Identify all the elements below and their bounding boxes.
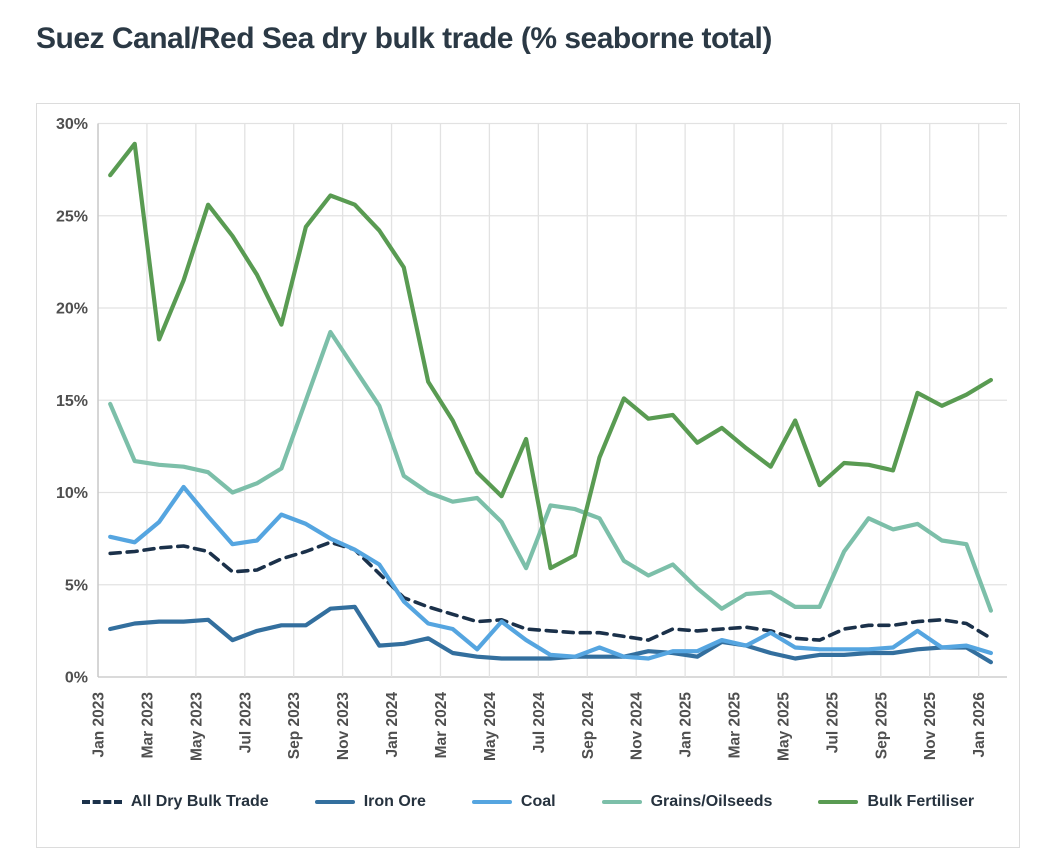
legend-label: Iron Ore <box>363 793 426 810</box>
legend-label: Coal <box>520 793 556 810</box>
x-axis-tick-label: May 2023 <box>188 692 205 761</box>
y-axis-tick-label: 15% <box>56 393 88 410</box>
legend-line-sample-icon <box>314 800 355 804</box>
y-axis-tick-label: 25% <box>56 208 88 225</box>
legend-label: Grains/Oilseeds <box>650 793 773 810</box>
series-line-grains-oilseeds <box>108 329 994 613</box>
legend-line-sample-icon <box>818 800 859 804</box>
y-axis-tick-label: 5% <box>65 577 88 594</box>
x-axis-tick-label: Sep 2024 <box>580 692 597 760</box>
legend-label: Bulk Fertiliser <box>867 793 975 810</box>
legend-label: All Dry Bulk Trade <box>130 793 269 810</box>
x-axis-tick-label: Nov 2023 <box>335 692 352 760</box>
x-axis-tick-label: Sep 2023 <box>286 692 303 760</box>
x-axis-tick-label: Nov 2024 <box>629 692 646 760</box>
legend-item-coal: Coal <box>471 793 556 811</box>
x-axis-tick-label: May 2025 <box>775 692 792 761</box>
x-axis-tick-label: Mar 2024 <box>433 692 450 759</box>
legend-item-all-dry-bulk-trade: All Dry Bulk Trade <box>81 793 269 811</box>
chart-legend: All Dry Bulk Trade Iron Ore Coal Grains/Oil… <box>40 793 1016 811</box>
x-axis-tick-label: Mar 2023 <box>139 692 156 759</box>
x-axis-tick-label: Nov 2025 <box>922 692 939 760</box>
legend-item-grains-oilseeds: Grains/Oilseeds <box>601 793 773 811</box>
x-axis-tick-label: May 2024 <box>482 692 499 761</box>
x-axis-tick-label: Sep 2025 <box>873 692 890 760</box>
legend-line-sample-icon <box>81 800 122 804</box>
y-axis-tick-label: 10% <box>56 485 88 502</box>
legend-item-iron-ore: Iron Ore <box>314 793 426 811</box>
chart-title: Suez Canal/Red Sea dry bulk trade (% sea… <box>36 22 772 55</box>
y-axis-tick-label: 20% <box>56 301 88 318</box>
y-axis-tick-label: 30% <box>56 116 88 133</box>
legend-line-sample-icon <box>601 800 642 804</box>
series-line-coal <box>108 484 994 661</box>
x-axis-tick-label: Jan 2023 <box>91 692 108 758</box>
legend-item-bulk-fertiliser: Bulk Fertiliser <box>818 793 974 811</box>
x-axis-tick-label: Jul 2025 <box>824 692 841 754</box>
series-line-iron-ore <box>108 604 994 665</box>
series-line-bulk-fertiliser <box>108 141 994 571</box>
x-axis-tick-label: Mar 2025 <box>727 692 744 759</box>
x-axis-tick-label: Jan 2026 <box>971 692 988 758</box>
x-axis-tick-label: Jul 2024 <box>531 692 548 754</box>
x-axis-tick-label: Jan 2024 <box>384 692 401 758</box>
y-axis-tick-label: 0% <box>65 670 88 687</box>
x-axis-tick-label: Jul 2023 <box>237 692 254 754</box>
legend-line-sample-icon <box>471 800 512 804</box>
x-axis-tick-label: Jan 2025 <box>678 692 695 758</box>
series-line-all-dry-bulk-trade <box>108 540 993 642</box>
